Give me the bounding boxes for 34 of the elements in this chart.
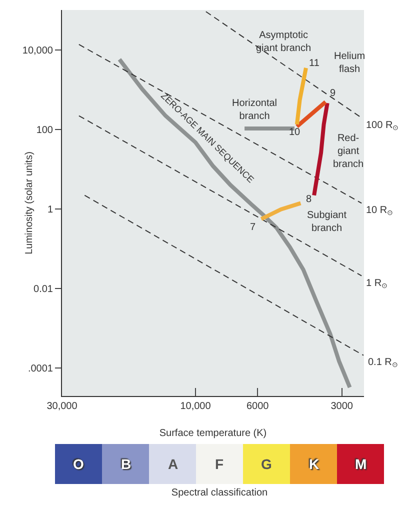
- x-tick-label: 3000: [330, 401, 354, 412]
- annotation: 10: [289, 127, 301, 138]
- y-tick-label: 10,000: [22, 45, 54, 56]
- x-tick-label: 6000: [246, 401, 270, 412]
- line-series: [312, 101, 330, 198]
- y-tick-label: 100: [36, 124, 54, 136]
- annotation: 9: [330, 88, 336, 99]
- y-axis-title: Luminosity (solar units): [24, 152, 35, 254]
- annotation: 8: [306, 194, 312, 205]
- category-label: M: [355, 456, 367, 472]
- series-label: 1 R$_{⊙}$: [366, 278, 388, 290]
- series-label: 100 R$_{⊙}$: [366, 120, 399, 132]
- category-label: G: [261, 456, 272, 472]
- y-tick-label: .0001: [28, 364, 54, 375]
- series-label: 0.1 R$_{⊙}$: [368, 357, 398, 370]
- x-tick-label: 30,000: [46, 401, 78, 412]
- x-tick-label: 10,000: [180, 401, 212, 412]
- annotation: Horizontal branch: [232, 98, 278, 122]
- text: Spectral classification: [171, 488, 268, 498]
- annotation: 7: [250, 222, 256, 233]
- category-label: O: [73, 456, 84, 472]
- annotation: Helium flash: [334, 51, 366, 75]
- annotation: Asymptotic giant branch: [256, 30, 312, 54]
- annotation: Red- giant branch: [333, 133, 364, 170]
- y-tick-label: 0.01: [34, 284, 54, 296]
- x-axis-title: Surface temperature (K): [159, 428, 267, 439]
- category-label: B: [121, 456, 132, 472]
- annotation: 11: [309, 58, 320, 69]
- series-label: 10 R$_{⊙}$: [366, 205, 394, 218]
- category-label: F: [215, 456, 224, 472]
- y-tick-label: 1: [47, 204, 54, 216]
- category-label: K: [309, 456, 320, 472]
- category-label: A: [168, 456, 178, 472]
- annotation: Subgiant branch: [307, 210, 347, 234]
